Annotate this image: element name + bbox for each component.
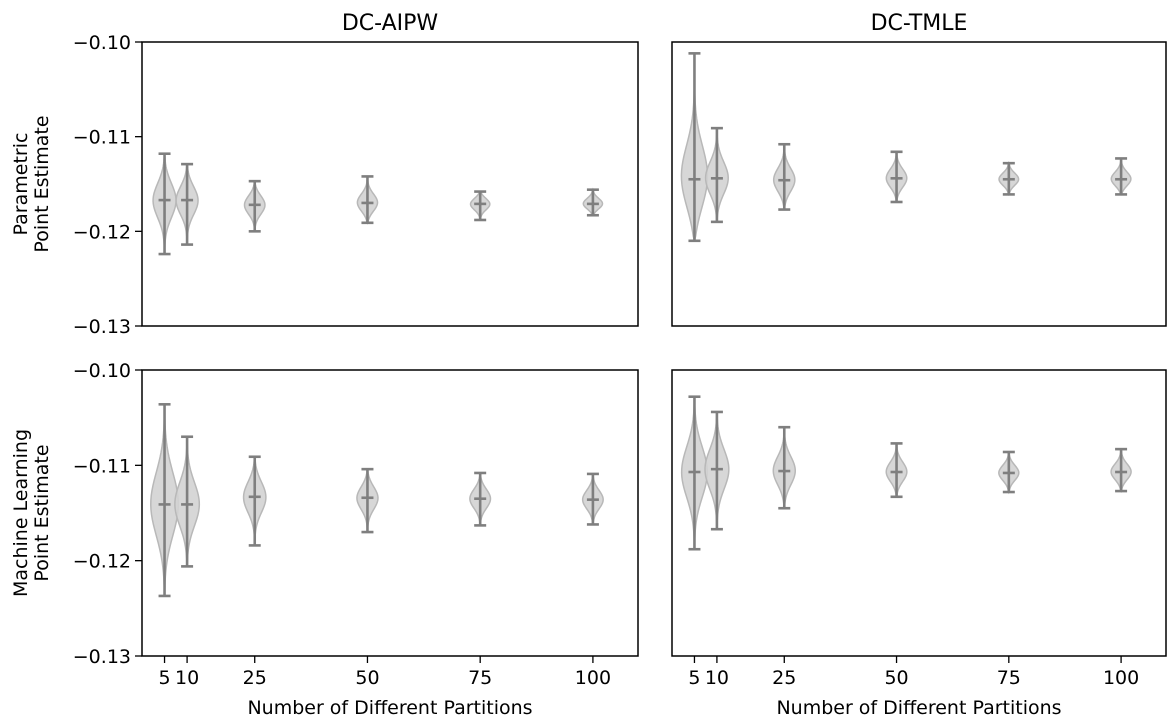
- x-tick-label: 5: [158, 667, 170, 689]
- panel-title-dc-aipw: DC-AIPW: [342, 11, 439, 36]
- violin-x5: [150, 403, 180, 598]
- panel-frame: [671, 41, 1167, 327]
- x-tick-label: 50: [355, 667, 379, 689]
- x-tick-label: 10: [175, 667, 199, 689]
- violin-x25: [243, 179, 266, 233]
- violin-x75: [469, 471, 492, 527]
- y-tick-label: −0.10: [73, 32, 131, 54]
- x-tick-label: 50: [884, 667, 908, 689]
- y-axis-label-row1-line0: Machine Learning: [10, 429, 32, 597]
- violin-x25: [772, 425, 796, 510]
- violin-x75: [998, 450, 1020, 495]
- panel-r0-c1: [671, 41, 1167, 327]
- violin-x10: [704, 126, 729, 224]
- violin-x100: [1110, 447, 1132, 494]
- violin-x75: [469, 190, 491, 222]
- x-tick-label: 5: [688, 667, 700, 689]
- panel-frame: [671, 369, 1167, 657]
- x-tick-label: 10: [705, 667, 729, 689]
- violin-x5: [680, 52, 709, 243]
- violin-x50: [885, 442, 908, 499]
- violin-x25: [242, 455, 267, 547]
- panel-frame: [141, 41, 639, 327]
- y-axis-label-row0-line0: Parametric: [10, 133, 32, 236]
- violin-x50: [885, 150, 908, 204]
- x-axis-label: Number of Different Partitions: [247, 697, 532, 719]
- violin-x25: [772, 142, 796, 211]
- y-tick-label: −0.11: [73, 455, 131, 477]
- panel-title-dc-tmle: DC-TMLE: [871, 11, 968, 36]
- x-tick-label: 100: [1103, 667, 1139, 689]
- panel-r0-c0: −0.10 −0.11 −0.12 −0.13: [73, 32, 639, 338]
- violin-x50: [356, 467, 379, 534]
- y-tick-label: −0.13: [73, 646, 131, 668]
- y-axis-label-row0-line1: Point Estimate: [31, 115, 53, 252]
- y-tick-label: −0.12: [73, 551, 131, 573]
- y-tick-label: −0.13: [73, 316, 131, 338]
- violin-x100: [1110, 157, 1132, 196]
- x-axis-label: Number of Different Partitions: [776, 697, 1061, 719]
- y-tick-label: −0.11: [73, 127, 131, 149]
- panel-r1-c0: −0.10 −0.11 −0.12 −0.13 5 10 25 50 75 100 Number o…: [73, 360, 639, 719]
- y-tick-label: −0.10: [73, 360, 131, 382]
- violin-x100: [581, 472, 604, 526]
- violin-x75: [998, 160, 1020, 197]
- x-tick-label: 25: [772, 667, 796, 689]
- x-tick-label: 100: [575, 667, 611, 689]
- violin-x50: [356, 175, 379, 225]
- panel-r1-c1: 5 10 25 50 75 100 Number of Different Partitio…: [671, 369, 1167, 719]
- x-tick-label: 75: [997, 667, 1021, 689]
- y-axis-label-row1-line1: Point Estimate: [31, 444, 53, 581]
- y-tick-label: −0.12: [73, 221, 131, 243]
- x-tick-label: 75: [468, 667, 492, 689]
- violin-x10: [174, 435, 201, 568]
- violin-x100: [582, 187, 604, 217]
- violin-x10: [704, 410, 730, 531]
- violin-x10: [175, 162, 199, 246]
- violin-x5: [152, 152, 177, 256]
- violin-x5: [680, 395, 709, 551]
- x-tick-label: 25: [243, 667, 267, 689]
- panel-frame: [141, 369, 639, 657]
